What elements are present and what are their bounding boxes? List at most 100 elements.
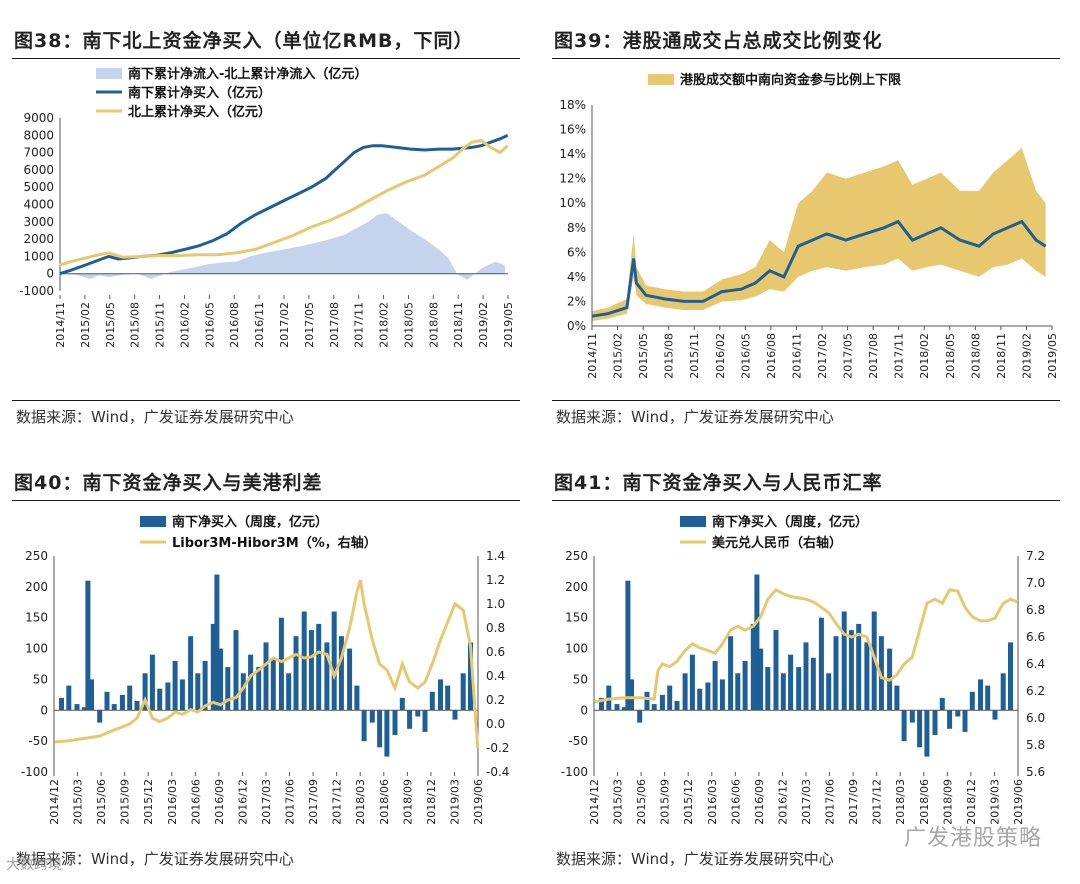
chart-41: -100 -50 0 50 100 150 200 250 5.6 5.8 6.0 6.2 6.4 6.6… — [561, 514, 1045, 825]
bar — [659, 694, 665, 711]
x-tick-label: 2016/06 — [189, 779, 202, 825]
x-tick-label: 2019/02 — [477, 302, 490, 348]
x-tick-label: 2017/08 — [328, 302, 341, 348]
y-tick-label: 150 — [25, 611, 48, 625]
x-tick-label: 2016/08 — [228, 302, 241, 348]
bar — [452, 710, 458, 720]
bar — [468, 642, 473, 711]
x-tick-label: 2015/05 — [104, 302, 117, 348]
bar — [66, 685, 72, 711]
y-tick-label: 0 — [580, 703, 588, 717]
series-line-right-axis — [594, 587, 1019, 704]
source-note: 数据来源：Wind，广发证券发展研究中心 — [16, 850, 294, 868]
bar — [270, 657, 276, 711]
bar — [932, 710, 938, 735]
bar — [248, 654, 254, 711]
x-tick-label: 2018/09 — [941, 779, 954, 825]
legend-label: 港股成交额中南向资金参与比例上下限 — [680, 72, 902, 88]
x-tick-label: 2016/12 — [776, 779, 789, 825]
x-tick-label: 2017/09 — [307, 779, 320, 825]
chart-38: -1000 0 1000 2000 3000 4000 5000 6000 7000 8000 90… — [19, 66, 515, 348]
bar — [218, 648, 224, 711]
x-tick-label: 2018/08 — [969, 333, 982, 379]
series-line-right-axis — [54, 579, 480, 749]
y-tick-label: -50 — [28, 734, 48, 748]
x-tick-label: 2015/09 — [119, 779, 132, 825]
y2-tick-label: 0.0 — [486, 717, 505, 731]
bar — [742, 660, 748, 711]
x-tick-label: 2017/03 — [260, 779, 273, 825]
bar — [188, 636, 194, 711]
x-tick-label: 2017/09 — [847, 779, 860, 825]
bar — [901, 710, 907, 742]
y-tick-label: 5000 — [23, 180, 54, 194]
top-rule — [552, 58, 1060, 59]
y-tick-label: 200 — [565, 580, 588, 594]
bar — [754, 574, 760, 711]
legend-label: 南下净买入（周度，亿元） — [712, 514, 868, 530]
bar — [826, 673, 832, 711]
y2-tick-label: -0.4 — [486, 765, 509, 779]
x-tick-label: 2017/06 — [824, 779, 837, 825]
bar — [841, 611, 847, 711]
bar — [142, 673, 148, 711]
x-tick-label: 2019/06 — [472, 779, 485, 825]
figure-title: 图38：南下北上资金净买入（单位亿RMB，下同） — [14, 30, 474, 52]
bar — [651, 704, 657, 711]
bar — [735, 673, 741, 711]
bar — [240, 673, 246, 711]
figure-38-panel: 图38：南下北上资金净买入（单位亿RMB，下同） -1000 0 1000 2000 3… — [0, 0, 540, 442]
bar — [894, 685, 900, 711]
bar — [308, 630, 314, 711]
y2-tick-label: 1.0 — [486, 597, 505, 611]
bar — [758, 648, 764, 711]
x-tick-label: 2015/12 — [142, 779, 155, 825]
x-tick-label: 2016/03 — [706, 779, 719, 825]
x-tick-label: 2018/08 — [427, 302, 440, 348]
x-tick-label: 2016/09 — [213, 779, 226, 825]
x-tick-label: 2016/11 — [790, 333, 803, 379]
bar — [728, 636, 734, 711]
x-tick-label: 2018/03 — [894, 779, 907, 825]
bar — [104, 691, 110, 711]
y-tick-label: 7000 — [23, 146, 54, 160]
x-tick-label: 2017/11 — [893, 333, 906, 379]
y2-tick-label: 5.6 — [1026, 765, 1045, 779]
bar — [172, 660, 178, 711]
y-tick-label: 1000 — [23, 249, 54, 263]
x-tick-label: 2016/06 — [729, 779, 742, 825]
bar — [621, 707, 627, 711]
bar — [278, 617, 284, 711]
bar — [909, 710, 915, 723]
y2-tick-label: 6.0 — [1026, 711, 1045, 725]
y-tick-label: 0% — [567, 319, 586, 333]
y2-tick-label: 6.8 — [1026, 603, 1045, 617]
bar — [985, 685, 991, 711]
bar — [210, 623, 216, 711]
bar — [445, 685, 451, 711]
y2-tick-label: 7.2 — [1026, 549, 1045, 563]
x-tick-label: 2018/11 — [995, 333, 1008, 379]
bar — [637, 710, 643, 723]
bar — [796, 667, 802, 711]
x-tick-label: 2016/08 — [765, 333, 778, 379]
y2-tick-label: 0.2 — [486, 693, 505, 707]
bar — [438, 679, 443, 711]
figure-title: 图41：南下资金净买入与人民币汇率 — [554, 472, 883, 494]
y-tick-label: 0 — [40, 703, 48, 717]
figure-39-panel: 图39：港股通成交占总成交比例变化 0% 2% 4% 6% 8% 10% 12% 14% 16%… — [540, 0, 1080, 442]
series-line-northbound — [59, 138, 509, 267]
bar — [347, 648, 353, 711]
x-tick-label: 2019/03 — [988, 779, 1001, 825]
y2-tick-label: 0.6 — [486, 645, 505, 659]
bar — [856, 623, 862, 711]
y-tick-label: 18% — [559, 98, 586, 112]
bar — [947, 710, 953, 729]
x-tick-label: 2018/11 — [452, 302, 465, 348]
x-tick-label: 2019/03 — [448, 779, 461, 825]
legend-label: 南下累计净买入（亿元） — [128, 85, 271, 101]
bar — [917, 710, 923, 748]
y2-tick-label: 6.2 — [1026, 684, 1045, 698]
x-tick-label: 2018/12 — [425, 779, 438, 825]
bar — [256, 667, 262, 711]
